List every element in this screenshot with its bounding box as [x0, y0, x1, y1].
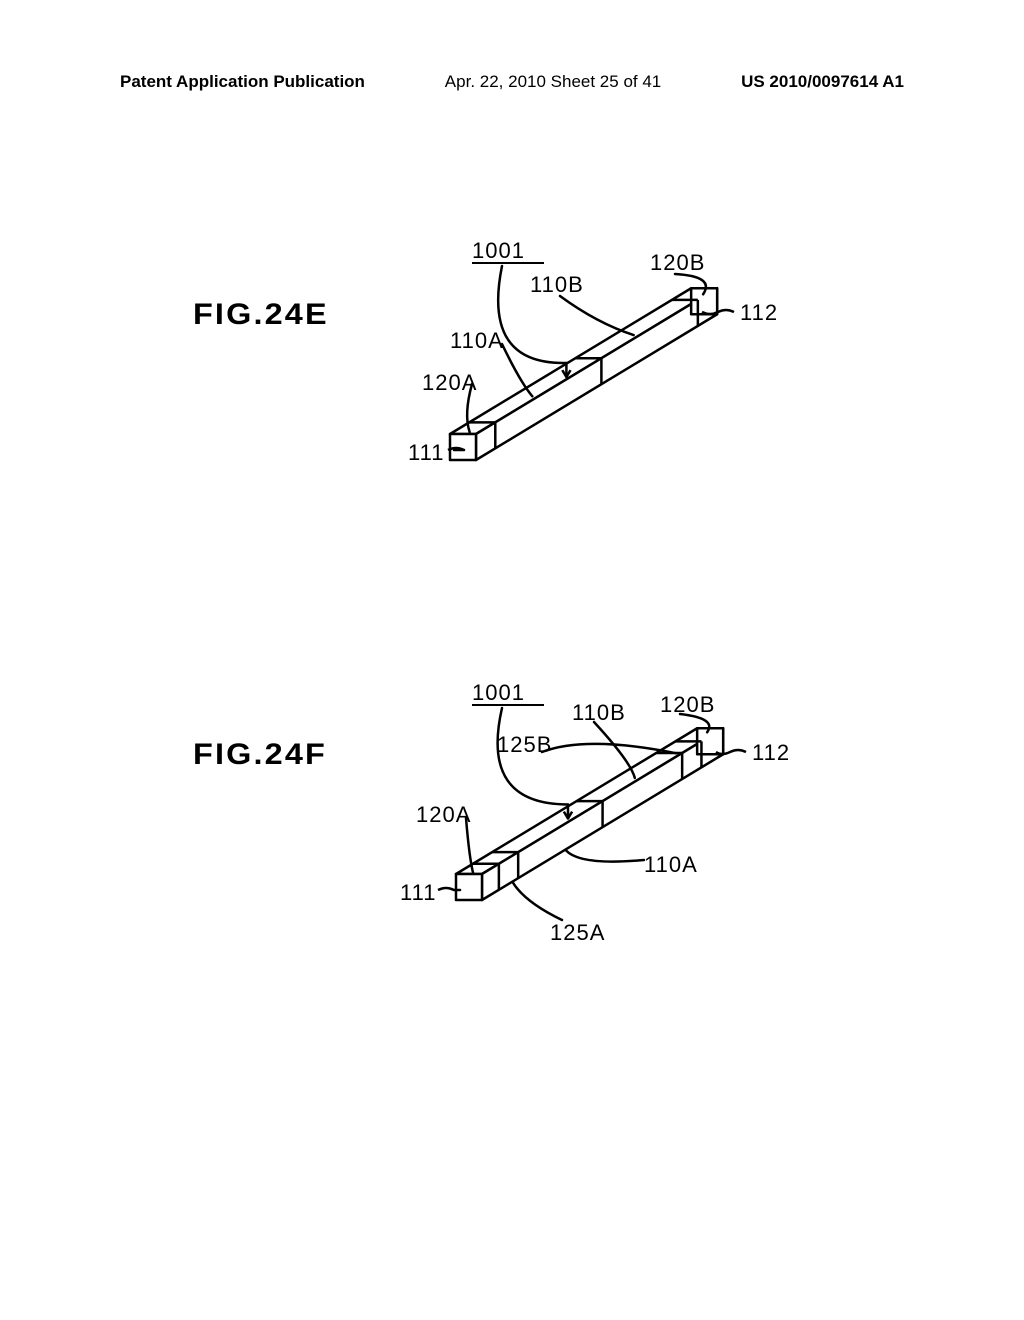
header-mid: Apr. 22, 2010 Sheet 25 of 41 — [445, 72, 661, 92]
page-header: Patent Application Publication Apr. 22, … — [120, 72, 904, 92]
fig-24e-title: FIG.24E — [193, 298, 329, 332]
fig-24e-diagram — [390, 260, 760, 480]
fig-24f-diagram — [390, 700, 770, 930]
header-left: Patent Application Publication — [120, 72, 365, 92]
header-right: US 2010/0097614 A1 — [741, 72, 904, 92]
fig-24f-title: FIG.24F — [193, 738, 327, 772]
